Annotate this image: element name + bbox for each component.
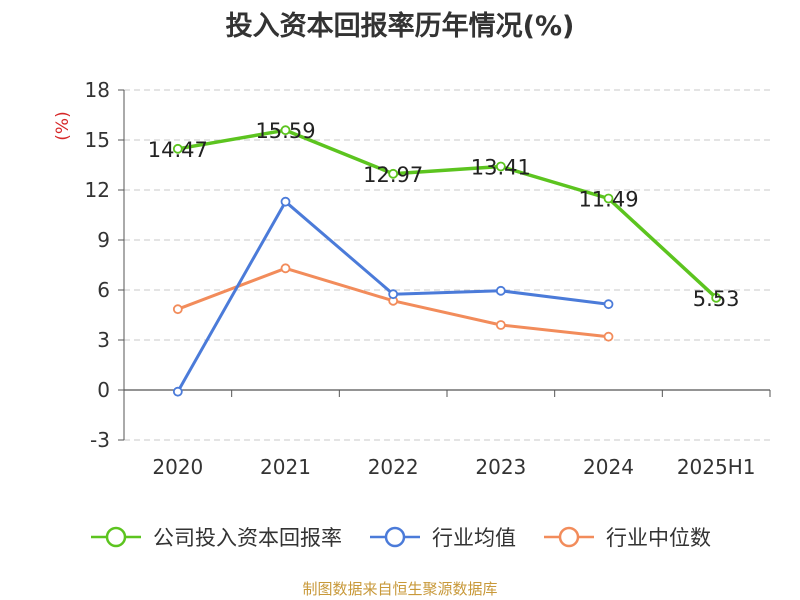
x-tick-label: 2022 [368,455,419,479]
legend-line-circle-icon [544,526,594,548]
data-point[interactable] [711,292,722,303]
legend-line-circle-icon [91,526,141,548]
y-tick-label: 0 [97,378,110,402]
y-axis-title: (%) [53,111,73,140]
data-point[interactable] [495,161,506,172]
data-label: 12.97 [363,163,423,187]
data-point[interactable] [603,299,614,310]
series-line [177,128,718,300]
legend-item[interactable]: 行业均值 [368,522,516,552]
y-tick-label: 3 [97,328,110,352]
data-point[interactable] [172,304,183,315]
data-label: 11.49 [578,188,638,212]
y-tick-label: 15 [85,128,110,152]
x-tick-label: 2024 [583,455,634,479]
data-label: 15.59 [255,119,315,143]
data-point[interactable] [388,289,399,300]
data-point[interactable] [280,263,291,274]
data-point[interactable] [495,285,506,296]
data-point[interactable] [603,193,614,204]
y-tick-label: 18 [85,78,110,102]
legend-swatch-circle [384,526,406,548]
x-tick-label: 2025H1 [677,455,756,479]
x-tick-label: 2020 [152,455,203,479]
legend-swatch-circle [105,526,127,548]
y-tick-label: 12 [85,178,110,202]
legend-label: 公司投入资本回报率 [153,526,342,550]
x-tick-label: 2021 [260,455,311,479]
legend-swatch-circle [558,526,580,548]
y-tick-label: -3 [90,428,110,452]
data-point[interactable] [388,168,399,179]
data-point[interactable] [280,196,291,207]
data-label: 5.53 [693,287,740,311]
data-point[interactable] [172,386,183,397]
data-point[interactable] [172,143,183,154]
y-tick-label: 9 [97,228,110,252]
legend-label: 行业均值 [432,526,516,550]
chart-title: 投入资本回报率历年情况(%) [225,11,575,42]
legend: 公司投入资本回报率 行业均值 行业中位数 [0,520,800,554]
data-point[interactable] [603,331,614,342]
legend-item[interactable]: 公司投入资本回报率 [89,522,342,552]
data-label: 13.41 [471,156,531,180]
data-point[interactable] [280,125,291,136]
x-tick-label: 2023 [475,455,526,479]
data-point[interactable] [495,320,506,330]
source-note: 制图数据来自恒生聚源数据库 [302,580,498,598]
data-label: 14.47 [148,138,208,162]
legend-item[interactable]: 行业中位数 [542,522,711,552]
y-tick-label: 6 [97,278,110,302]
legend-line-circle-icon [370,526,420,548]
legend-label: 行业中位数 [606,526,711,550]
